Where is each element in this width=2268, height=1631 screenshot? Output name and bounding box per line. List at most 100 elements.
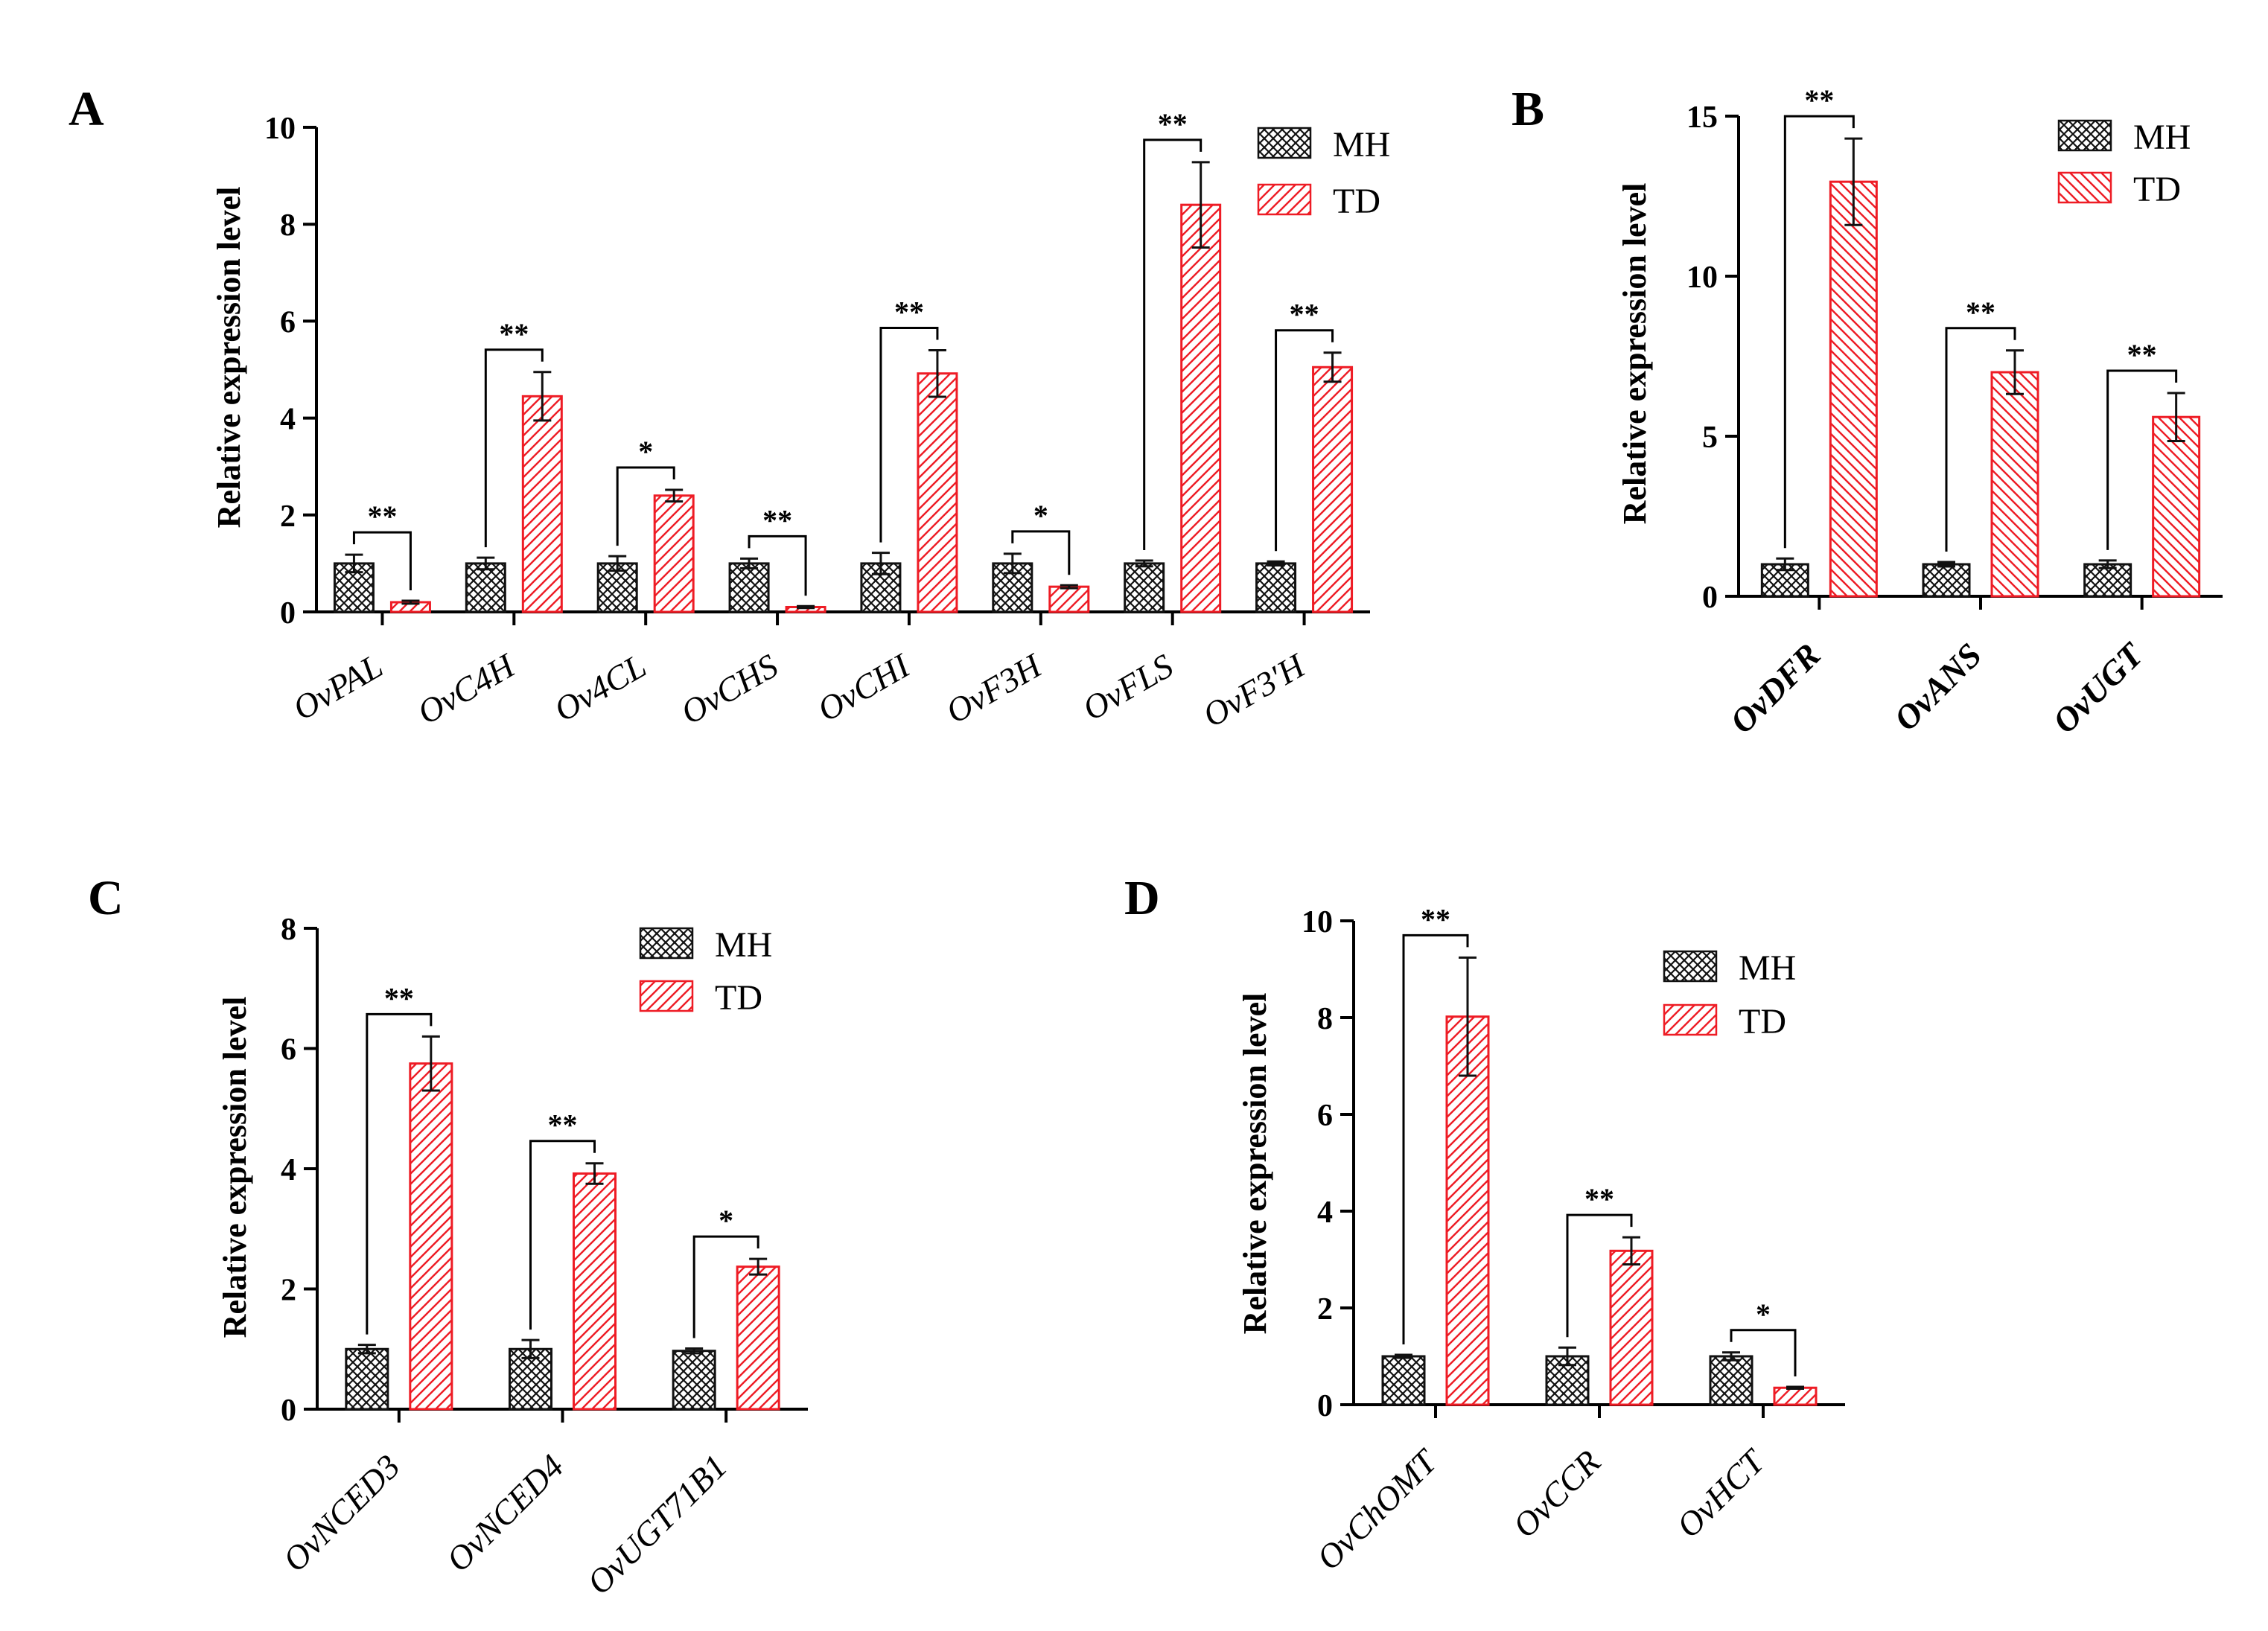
bar-mh [1922,563,1971,598]
errorbar-td [1191,161,1210,249]
category-label: OvFLS [1076,646,1179,727]
significance-label: * [1033,499,1048,532]
y-axis-label: Relative expression level [1237,993,1273,1335]
bar-td [917,372,958,613]
errorbar-mh [1722,1351,1740,1362]
errorbar-td [665,488,684,503]
significance-bracket-line [1275,329,1334,552]
y-tick-label: 6 [280,305,296,339]
panel-c: C Relative expression level MH TD 0 2 4 6 8 *… [88,871,808,1602]
y-tick-label: 0 [1702,581,1718,615]
significance-label: ** [762,503,792,537]
category-label: OvF3′H [1197,645,1313,735]
errorbar-mh [1558,1346,1576,1367]
bar-mh [465,562,506,613]
bar-td [573,1172,617,1411]
legend: MH TD [1257,125,1390,221]
errorbar-td [1844,137,1863,226]
bar-td [1829,180,1878,598]
significance-bracket-line [1783,115,1855,549]
bar-td [2152,415,2201,598]
y-axis-label: Relative expression level [1616,183,1653,525]
bar-mh [345,1347,389,1411]
significance-label: ** [1584,1182,1614,1216]
errorbar-td [421,1035,440,1092]
y-tick-label: 0 [281,1394,296,1428]
significance-bracket [352,531,412,591]
significance-bracket-line [366,1012,433,1335]
significance-label: ** [1804,83,1834,117]
legend-mh-swatch [1257,127,1312,159]
errorbar-td [1622,1236,1640,1265]
panel-label: A [69,82,104,136]
significance-bracket-line [1945,327,2016,552]
bar-td [1990,371,2039,598]
errorbar-mh [1776,557,1794,572]
bar-td [1445,1015,1490,1406]
significance-bracket [484,348,544,548]
bar-mh [1709,1355,1753,1406]
y-tick-label: 2 [281,1274,296,1308]
bar-td [1773,1386,1818,1406]
legend-td-label: TD [2133,170,2181,209]
bar-td [521,395,563,613]
legend-mh-swatch [639,927,694,960]
significance-label: ** [1966,296,1995,329]
bar-mh [728,562,770,613]
bar-mh [2083,563,2132,598]
errorbar-td [2006,349,2024,395]
category-label: Ov4CL [548,646,653,729]
bar-td [1312,366,1354,613]
significance-label: * [1756,1298,1771,1331]
y-tick-label: 15 [1686,100,1718,135]
errorbar-mh [521,1338,540,1359]
errorbar-mh [608,555,627,572]
bar-mh [1255,562,1297,613]
errorbar-mh [871,552,890,575]
significance-bracket-line [1402,933,1469,1345]
panel-b: B Relative expression level MH TD 0 5 10 15… [1512,82,2223,741]
panel-d: D Relative expression level MH TD 0 2 4 6 8 1… [1124,871,1845,1577]
significance-bracket [692,1235,759,1338]
errorbar-mh [740,557,759,569]
errorbar-mh [1135,559,1153,568]
errorbar-td [749,1257,768,1276]
errorbar-mh [357,1344,376,1355]
y-tick-label: 6 [281,1033,296,1067]
errorbar-td [401,599,420,605]
y-tick-label: 8 [281,913,296,947]
significance-label: ** [499,317,529,351]
errorbar-mh [1267,560,1285,567]
y-tick-label: 8 [280,208,296,243]
category-label: OvANS [1887,636,1989,738]
errorbar-td [585,1162,604,1185]
significance-bracket-line [484,348,544,548]
significance-bracket [1945,327,2016,552]
bar-td [736,1265,780,1411]
significance-bracket [529,1140,596,1330]
bar-td [409,1062,453,1411]
legend-td-label: TD [1739,1002,1786,1041]
y-tick-label: 0 [280,596,296,631]
category-label: OvDFR [1723,636,1828,741]
legend: MH TD [2057,118,2191,209]
category-label: OvNCED4 [439,1447,571,1579]
significance-bracket [879,326,939,543]
legend-td-swatch [639,980,694,1012]
legend-mh-label: MH [2133,118,2191,157]
significance-bracket [1011,530,1071,575]
significance-bracket-line [748,534,807,596]
significance-bracket-line [1011,530,1071,575]
y-tick-label: 4 [1317,1196,1333,1230]
significance-bracket-line [352,531,412,591]
significance-label: * [638,435,653,468]
significance-label: ** [894,295,924,328]
significance-label: ** [367,499,397,533]
legend-mh-label: MH [1739,948,1796,988]
category-label: OvUGT71B1 [580,1447,735,1602]
significance-bracket [616,466,675,546]
significance-label: ** [1290,298,1319,331]
panel-label: C [88,871,124,925]
significance-label: ** [1421,902,1450,936]
significance-bracket [1730,1329,1797,1376]
